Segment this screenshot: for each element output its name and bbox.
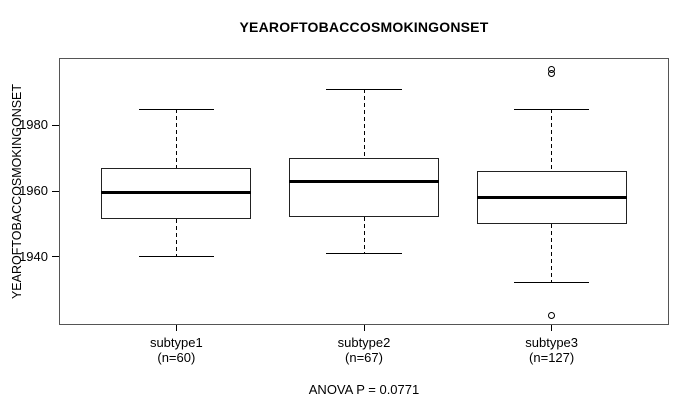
- plot-area: YEAROFTOBACCOSMOKINGONSET 1940 1960 1980 su…: [10, 58, 669, 364]
- median-line: [288, 179, 440, 183]
- lower-whisker: [363, 217, 365, 254]
- y-axis-tick: [52, 190, 59, 192]
- y-axis-tick-label: 1960: [19, 183, 48, 198]
- x-axis-group-label: subtype2 (n=67): [294, 335, 434, 365]
- chart-title: YEAROFTOBACCOSMOKINGONSET: [239, 19, 489, 35]
- upper-whisker-cap: [514, 108, 590, 110]
- y-axis-tick-label: 1980: [19, 117, 48, 133]
- group-sample-size: (n=127): [529, 349, 575, 365]
- x-axis-tick: [175, 325, 177, 331]
- lower-whisker-cap: [138, 256, 214, 258]
- lower-whisker-cap: [326, 252, 402, 254]
- anova-p-value-note: ANOVA P = 0.0771: [308, 382, 420, 397]
- upper-whisker-cap: [326, 88, 402, 90]
- y-axis-tick: [52, 256, 59, 258]
- lower-whisker: [551, 223, 553, 283]
- group-name: subtype2: [337, 335, 391, 350]
- upper-whisker: [551, 109, 553, 172]
- group-name: subtype1: [149, 335, 203, 350]
- iqr-box-subtype2: [288, 158, 440, 218]
- median-line: [476, 196, 627, 200]
- upper-whisker: [175, 109, 177, 169]
- median-line: [101, 191, 252, 195]
- lower-whisker: [175, 218, 177, 257]
- x-axis-tick: [363, 325, 365, 331]
- x-axis-group-label: subtype1 (n=60): [106, 335, 246, 365]
- outlier-point: [548, 311, 556, 319]
- group-sample-size: (n=60): [157, 349, 196, 365]
- upper-whisker-cap: [138, 108, 214, 110]
- lower-whisker-cap: [514, 282, 590, 284]
- y-axis-tick: [52, 124, 59, 126]
- x-axis-group-label: subtype3 (n=127): [482, 335, 622, 365]
- group-name: subtype3: [525, 335, 579, 350]
- group-sample-size: (n=67): [345, 349, 383, 365]
- upper-whisker: [363, 89, 365, 159]
- x-axis-tick: [551, 325, 553, 331]
- y-axis-tick-label: 1940: [19, 248, 48, 264]
- outlier-point: [548, 66, 556, 74]
